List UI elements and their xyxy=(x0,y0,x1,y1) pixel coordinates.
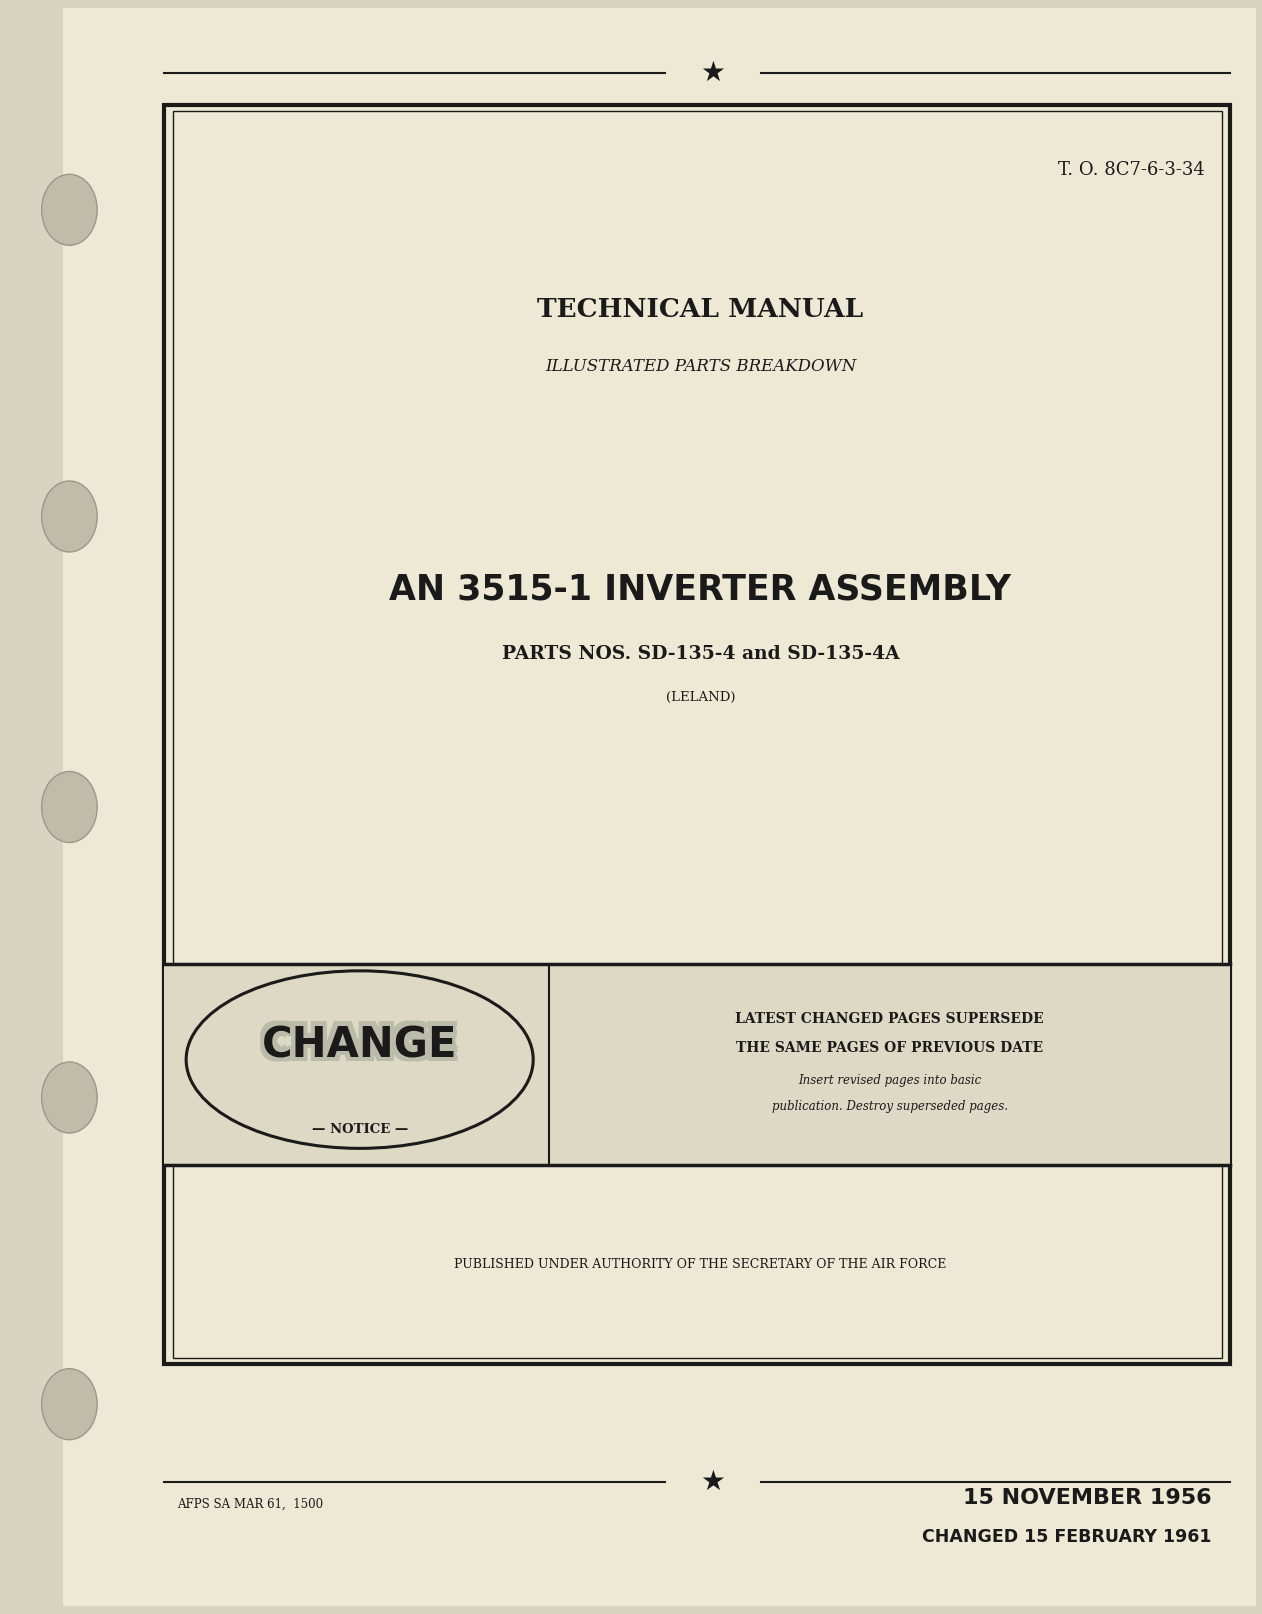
Text: Insert revised pages into basic: Insert revised pages into basic xyxy=(798,1073,982,1088)
Bar xyxy=(164,105,1230,1364)
Circle shape xyxy=(42,174,97,245)
Text: ILLUSTRATED PARTS BREAKDOWN: ILLUSTRATED PARTS BREAKDOWN xyxy=(545,358,856,374)
Text: (LELAND): (LELAND) xyxy=(665,691,736,704)
Text: ★: ★ xyxy=(700,1467,726,1496)
Text: 15 NOVEMBER 1956: 15 NOVEMBER 1956 xyxy=(963,1488,1212,1507)
Text: CHANGE: CHANGE xyxy=(266,1018,461,1062)
Text: CHANGE: CHANGE xyxy=(262,1027,457,1070)
Text: LATEST CHANGED PAGES SUPERSEDE: LATEST CHANGED PAGES SUPERSEDE xyxy=(736,1012,1044,1027)
Circle shape xyxy=(42,771,97,843)
Text: PUBLISHED UNDER AUTHORITY OF THE SECRETARY OF THE AIR FORCE: PUBLISHED UNDER AUTHORITY OF THE SECRETA… xyxy=(454,1257,946,1272)
Text: CHANGE: CHANGE xyxy=(259,1028,453,1072)
Text: CHANGE: CHANGE xyxy=(259,1018,453,1062)
Text: ★: ★ xyxy=(700,58,726,87)
Text: CHANGE: CHANGE xyxy=(266,1028,461,1072)
Text: AN 3515-1 INVERTER ASSEMBLY: AN 3515-1 INVERTER ASSEMBLY xyxy=(390,571,1011,607)
Text: CHANGED 15 FEBRUARY 1961: CHANGED 15 FEBRUARY 1961 xyxy=(923,1527,1212,1546)
Text: CHANGE: CHANGE xyxy=(265,1023,459,1067)
Text: CHANGE: CHANGE xyxy=(260,1023,454,1067)
Circle shape xyxy=(42,1062,97,1133)
Bar xyxy=(164,964,1230,1165)
Text: — NOTICE —: — NOTICE — xyxy=(312,1123,408,1136)
Text: T. O. 8C7-6-3-34: T. O. 8C7-6-3-34 xyxy=(1059,161,1205,179)
Text: publication. Destroy superseded pages.: publication. Destroy superseded pages. xyxy=(771,1099,1008,1114)
Text: TECHNICAL MANUAL: TECHNICAL MANUAL xyxy=(538,297,863,323)
Text: AFPS SA MAR 61,  1500: AFPS SA MAR 61, 1500 xyxy=(177,1498,323,1511)
Bar xyxy=(173,110,1222,1359)
Circle shape xyxy=(42,1369,97,1440)
Circle shape xyxy=(42,481,97,552)
Text: THE SAME PAGES OF PREVIOUS DATE: THE SAME PAGES OF PREVIOUS DATE xyxy=(736,1041,1044,1056)
Text: CHANGE: CHANGE xyxy=(262,1023,457,1067)
Text: CHANGE: CHANGE xyxy=(262,1020,457,1064)
Text: PARTS NOS. SD-135-4 and SD-135-4A: PARTS NOS. SD-135-4 and SD-135-4A xyxy=(501,644,900,663)
